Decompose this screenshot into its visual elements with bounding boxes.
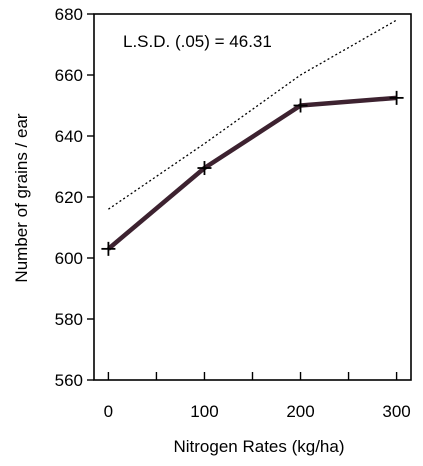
y-tick-label: 640 — [55, 127, 83, 146]
y-axis-label: Number of grains / ear — [12, 113, 31, 282]
data-point-marker — [197, 161, 212, 176]
series-line — [106, 95, 397, 251]
x-tick-label: 0 — [104, 402, 113, 421]
plot-area — [101, 19, 404, 256]
lsd-annotation: L.S.D. (.05) = 46.31 — [123, 32, 272, 51]
data-point-marker — [389, 90, 404, 105]
plot-frame — [93, 13, 412, 381]
y-tick-label: 620 — [55, 188, 83, 207]
x-tick-label: 300 — [382, 402, 410, 421]
data-point-marker — [293, 98, 308, 113]
axes: 560 580 600 620 640 660 680 0 100 200 300 — [55, 5, 412, 421]
y-tick-label: 660 — [55, 66, 83, 85]
x-axis-label: Nitrogen Rates (kg/ha) — [173, 437, 344, 456]
y-tick-label: 580 — [55, 310, 83, 329]
lsd-dotted-line — [108, 19, 397, 210]
x-tick-label: 100 — [190, 402, 218, 421]
x-tick-label: 200 — [286, 402, 314, 421]
y-tick-label: 600 — [55, 249, 83, 268]
data-point-marker — [101, 241, 116, 256]
y-tick-label: 680 — [55, 5, 83, 24]
y-tick-label: 560 — [55, 371, 83, 390]
